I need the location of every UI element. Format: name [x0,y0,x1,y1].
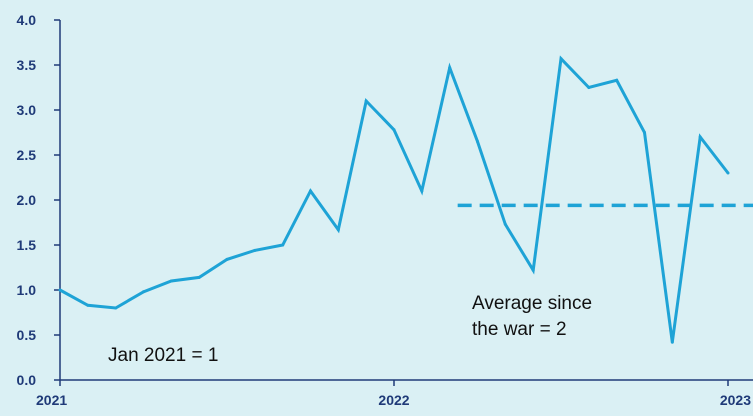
data-point [587,86,591,89]
data-point [531,268,535,272]
data-point [58,288,62,292]
data-point [142,290,145,294]
data-point [420,189,424,193]
data-point [309,189,312,193]
y-tick-label: 1.0 [17,282,37,298]
x-tick-label: 2021 [36,392,67,408]
data-point [503,222,507,226]
y-tick-label: 3.0 [17,102,37,118]
y-tick-label: 1.5 [17,237,37,253]
data-point [476,140,479,143]
data-point [392,128,396,132]
data-point [726,171,730,175]
x-tick-label: 2022 [378,392,409,408]
annotation-base: Jan 2021 = 1 [108,345,218,366]
y-axis-ticks: 0.0 0.5 1.0 1.5 2.0 2.5 3.0 3.5 4.0 [17,12,60,388]
data-point [114,306,118,310]
y-tick-label: 0.0 [17,372,37,388]
data-point [225,257,229,261]
data-point [698,135,702,139]
data-point [643,131,646,134]
series-line [59,55,730,343]
y-tick-label: 2.0 [17,192,37,208]
x-tick-label: 2023 [720,392,751,408]
data-point [169,279,173,283]
data-point [670,340,674,344]
annotation-average-line1: Average since [472,293,592,314]
y-tick-label: 4.0 [17,12,37,28]
data-point [615,78,619,82]
y-tick-label: 2.5 [17,147,37,163]
annotation-average-line2: the war = 2 [472,319,567,340]
y-tick-label: 3.5 [17,57,37,73]
data-point [336,228,340,232]
data-point [253,248,257,252]
data-point [559,57,563,61]
data-points [58,57,730,344]
data-point [364,99,368,103]
data-point [448,66,452,70]
data-point [86,303,90,307]
y-tick-label: 0.5 [17,327,37,343]
data-point [197,275,201,279]
data-point [281,243,285,247]
x-axis-ticks: 2021 2022 2023 [36,380,751,408]
